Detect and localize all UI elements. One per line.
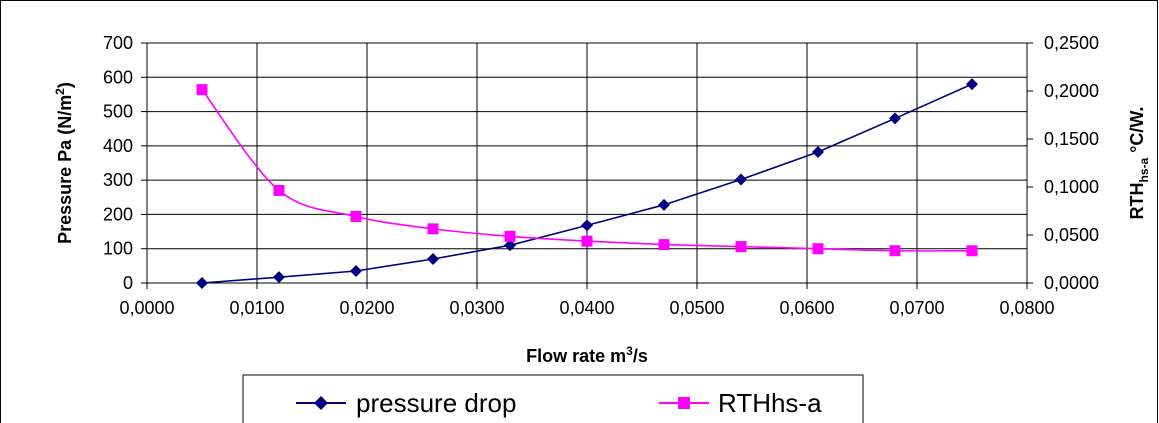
data-point-pressure-drop (427, 253, 439, 265)
x-tick-label: 0,0600 (779, 298, 834, 318)
left-axis-title: Pressure Pa (N/m2) (53, 82, 75, 244)
left-tick-label: 600 (103, 67, 133, 87)
left-tick-label: 700 (103, 33, 133, 53)
right-tick-label: 0,2500 (1044, 33, 1099, 53)
data-point-rthhs-a (812, 243, 824, 255)
data-point-rthhs-a (504, 230, 516, 242)
data-point-rthhs-a (735, 241, 747, 253)
left-tick-label: 400 (103, 136, 133, 156)
data-point-pressure-drop (350, 265, 362, 277)
data-point-pressure-drop (581, 219, 593, 232)
data-point-rthhs-a (427, 223, 439, 235)
right-tick-label: 0,0000 (1044, 273, 1099, 293)
data-point-pressure-drop (658, 198, 670, 211)
series-layer (196, 78, 978, 289)
x-tick-label: 0,0000 (119, 298, 174, 318)
x-tick-label: 0,0700 (889, 298, 944, 318)
data-point-pressure-drop (889, 112, 901, 125)
legend-label-rthhs-a: RTHhs-a (718, 388, 822, 418)
right-axis-ticks: 0,0000 0,0500 0,1000 0,1500 0,2000 0,2500 (1027, 33, 1099, 293)
left-tick-label: 0 (123, 273, 133, 293)
right-tick-label: 0,2000 (1044, 81, 1099, 101)
data-point-rthhs-a (658, 239, 670, 251)
legend-marker-square (678, 397, 690, 409)
right-tick-label: 0,1500 (1044, 129, 1099, 149)
legend-marker-diamond (314, 396, 328, 410)
x-tick-label: 0,0200 (339, 298, 394, 318)
data-point-pressure-drop (812, 146, 824, 159)
x-tick-label: 0,0800 (999, 298, 1054, 318)
legend-label-pressure-drop: pressure drop (356, 388, 516, 418)
left-tick-label: 500 (103, 102, 133, 122)
right-tick-label: 0,1000 (1044, 177, 1099, 197)
legend-box (242, 374, 864, 423)
data-point-rthhs-a (350, 210, 362, 222)
data-point-pressure-drop (273, 271, 285, 284)
series-pressure-drop (196, 78, 978, 289)
legend-item-pressure-drop: pressure drop (296, 388, 516, 418)
x-tick-label: 0,0300 (449, 298, 504, 318)
data-point-rthhs-a (196, 84, 208, 96)
data-point-rthhs-a (581, 235, 593, 247)
data-point-rthhs-a (966, 245, 978, 257)
data-point-pressure-drop (735, 173, 747, 186)
data-point-rthhs-a (889, 245, 901, 257)
series-rthhs-a (196, 84, 978, 257)
data-point-pressure-drop (966, 78, 978, 91)
right-axis-title: RTHhs-a °C/W. (1127, 107, 1151, 220)
right-tick-label: 0,0500 (1044, 225, 1099, 245)
data-point-rthhs-a (273, 184, 285, 196)
x-tick-label: 0,0100 (229, 298, 284, 318)
left-axis-ticks: 0 100 200 300 400 500 600 700 (103, 33, 147, 293)
left-tick-label: 300 (103, 170, 133, 190)
left-tick-label: 200 (103, 204, 133, 224)
data-point-pressure-drop (504, 239, 516, 252)
x-tick-label: 0,0400 (559, 298, 614, 318)
grid (147, 43, 1027, 283)
x-tick-label: 0,0500 (669, 298, 724, 318)
data-point-pressure-drop (196, 277, 208, 289)
series-line-rthhs-a (201, 89, 973, 252)
x-axis-title: Flow rate m3/s (526, 344, 648, 366)
legend: pressure drop RTHhs-a (242, 374, 864, 423)
left-tick-label: 100 (103, 239, 133, 259)
legend-item-rthhs-a: RTHhs-a (659, 388, 822, 418)
x-axis-ticks: 0,0000 0,0100 0,0200 0,0300 0,0400 0,0500 0,06… (119, 283, 1055, 318)
